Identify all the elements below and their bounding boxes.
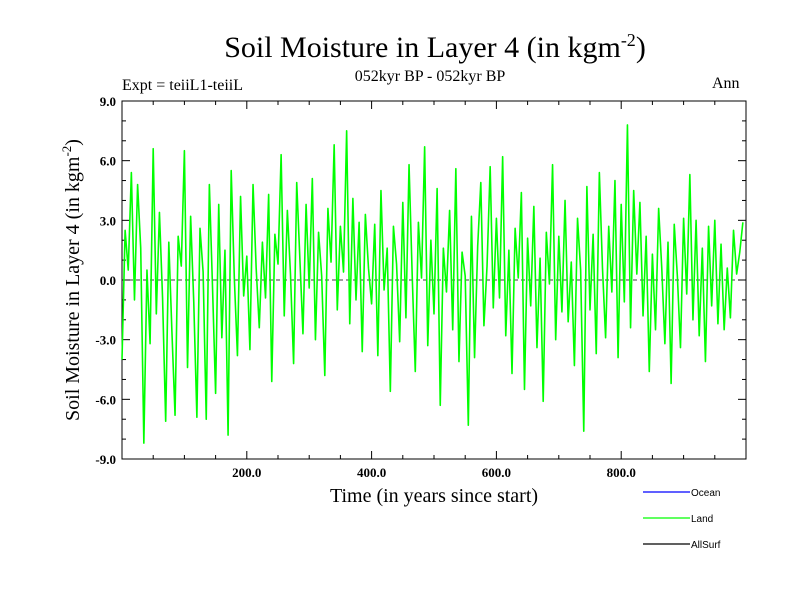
- x-tick-label: 200.0: [232, 465, 261, 480]
- y-tick-label: 3.0: [100, 213, 116, 228]
- x-tick-label: 600.0: [482, 465, 511, 480]
- chart-subtitle: 052kyr BP - 052kyr BP: [354, 68, 506, 85]
- y-tick-label: -6.0: [95, 392, 116, 407]
- season-label: Ann: [712, 75, 740, 92]
- y-tick-label: 9.0: [100, 94, 116, 109]
- y-tick-label: -9.0: [95, 452, 116, 467]
- y-tick-label: -3.0: [95, 333, 116, 348]
- x-axis-label: Time (in years since start): [329, 485, 539, 507]
- legend-label-land: Land: [691, 514, 713, 525]
- chart-title: Soil Moisture in Layer 4 (in kgm-2): [224, 30, 646, 64]
- y-tick-label: 0.0: [100, 273, 116, 288]
- x-tick-label: 400.0: [357, 465, 386, 480]
- experiment-label: Expt = teiiL1-teiiL: [122, 77, 243, 94]
- x-tick-label: 800.0: [607, 465, 636, 480]
- legend-label-ocean: Ocean: [691, 488, 720, 499]
- y-tick-label: 6.0: [100, 154, 116, 169]
- legend-label-allsurf: AllSurf: [691, 540, 721, 551]
- series-line-land: [121, 124, 744, 444]
